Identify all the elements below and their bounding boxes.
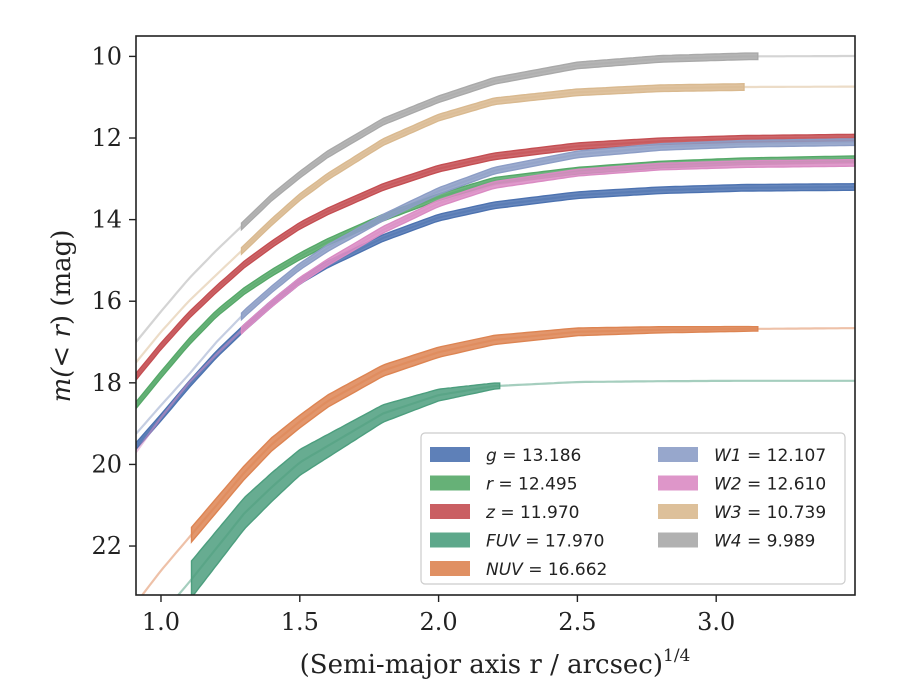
- y-tick-label: 18: [91, 369, 122, 397]
- series-w2: [136, 158, 855, 453]
- x-axis-label-text: (Semi-major axis r / arcsec): [300, 650, 663, 680]
- legend-item-g: g = 13.186: [430, 446, 581, 466]
- y-axis-label-prefix: m(: [47, 367, 77, 403]
- legend-label: W4 = 9.989: [714, 532, 815, 552]
- legend-label-name: W1: [714, 446, 742, 466]
- series-fuv-band: [190, 382, 501, 595]
- legend-label-name: g: [486, 446, 497, 466]
- legend-label-name: W3: [714, 503, 742, 523]
- legend-box: [420, 432, 846, 585]
- legend-item-w4: W4 = 9.989: [658, 532, 815, 552]
- series-nuv-band: [190, 325, 759, 544]
- legend-label: W3 = 10.739: [714, 503, 826, 523]
- legend-label-value: = 12.107: [742, 446, 827, 466]
- legend-swatch: [430, 475, 470, 491]
- legend-label: g = 13.186: [486, 446, 581, 466]
- legend-swatch: [658, 532, 698, 548]
- x-axis-label-superscript: 1/4: [663, 646, 690, 666]
- series-w3-band: [240, 82, 745, 256]
- legend-label-name: r: [486, 475, 494, 495]
- legend-item-fuv: FUV = 17.970: [430, 532, 604, 552]
- legend-swatch: [430, 447, 470, 462]
- y-tick-label: 20: [91, 450, 122, 478]
- x-tick-label: 2.0: [420, 608, 458, 636]
- series-w1: [136, 138, 855, 435]
- legend-item-nuv: NUV = 16.662: [430, 560, 607, 580]
- plot-frame: [135, 35, 856, 596]
- legend-swatch: [430, 561, 470, 576]
- legend-label: W1 = 12.107: [714, 446, 826, 466]
- legend-label: NUV = 16.662: [486, 560, 607, 580]
- y-tick-label: 14: [91, 206, 122, 234]
- series-z-band: [136, 133, 855, 382]
- legend-label: r = 12.495: [486, 475, 578, 495]
- y-tick-label: 22: [91, 532, 122, 560]
- series-w3: [136, 82, 855, 364]
- legend-label-value: = 9.989: [742, 532, 816, 552]
- y-axis-label-suffix: ) (mag): [47, 230, 77, 326]
- legend-item-z: z = 11.970: [430, 503, 579, 523]
- legend-item-w3: W3 = 10.739: [658, 503, 826, 523]
- legend-item-w1: W1 = 12.107: [658, 446, 826, 466]
- series-z: [136, 133, 855, 382]
- x-axis-label: (Semi-major axis r / arcsec)1/4: [300, 646, 691, 680]
- series-r-line: [136, 158, 855, 406]
- legend-swatch: [658, 447, 698, 462]
- legend-label-value: = 11.970: [495, 503, 580, 523]
- x-tick-label: 1.5: [281, 608, 319, 636]
- legend-swatch: [430, 504, 470, 519]
- legend-label: z = 11.970: [485, 503, 579, 523]
- y-tick-label: 16: [91, 287, 122, 315]
- x-axis: 1.0 1.5 2.0 2.5 3.0: [142, 595, 735, 636]
- legend-label: W2 = 12.610: [714, 475, 826, 495]
- legend-label-name: FUV: [486, 532, 521, 552]
- series-g-band: [136, 182, 855, 451]
- y-tick-label: 12: [91, 124, 122, 152]
- legend-label-value: = 10.739: [742, 503, 827, 523]
- legend-label-value: = 12.610: [742, 475, 827, 495]
- legend-label-value: = 16.662: [523, 560, 608, 580]
- legend-label-value: = 17.970: [520, 532, 605, 552]
- legend-label-value: = 13.186: [497, 446, 582, 466]
- y-axis: 10 12 14 16 18 20 22: [91, 42, 136, 560]
- x-tick-label: 1.0: [142, 608, 180, 636]
- y-tick-label: 10: [91, 42, 122, 70]
- legend-swatch: [658, 475, 698, 491]
- series-w4-band: [240, 52, 759, 232]
- legend-label-name: NUV: [486, 560, 524, 580]
- legend-item-r: r = 12.495: [430, 475, 578, 495]
- y-axis-label-math: < r: [47, 324, 77, 368]
- series-w4: [136, 52, 855, 343]
- legend-swatch: [430, 532, 470, 548]
- series-r: [136, 155, 855, 410]
- legend-label-name: z: [485, 503, 496, 523]
- legend-label-name: W2: [714, 475, 742, 495]
- legend-label-name: W4: [714, 532, 742, 552]
- series-fuv: [176, 379, 855, 595]
- series-nuv: [140, 325, 855, 595]
- legend-item-w2: W2 = 12.610: [658, 475, 826, 495]
- series-r-band: [136, 155, 855, 410]
- legend-label: FUV = 17.970: [486, 532, 604, 552]
- legend-label-value: = 12.495: [493, 475, 578, 495]
- legend-swatch: [658, 504, 698, 519]
- x-tick-label: 3.0: [697, 608, 735, 636]
- y-axis-label: m(< r) (mag): [47, 230, 77, 403]
- series-w1-band: [240, 138, 855, 322]
- series-w2-band: [240, 158, 855, 336]
- x-tick-label: 2.5: [558, 608, 596, 636]
- series-layer: [136, 52, 855, 595]
